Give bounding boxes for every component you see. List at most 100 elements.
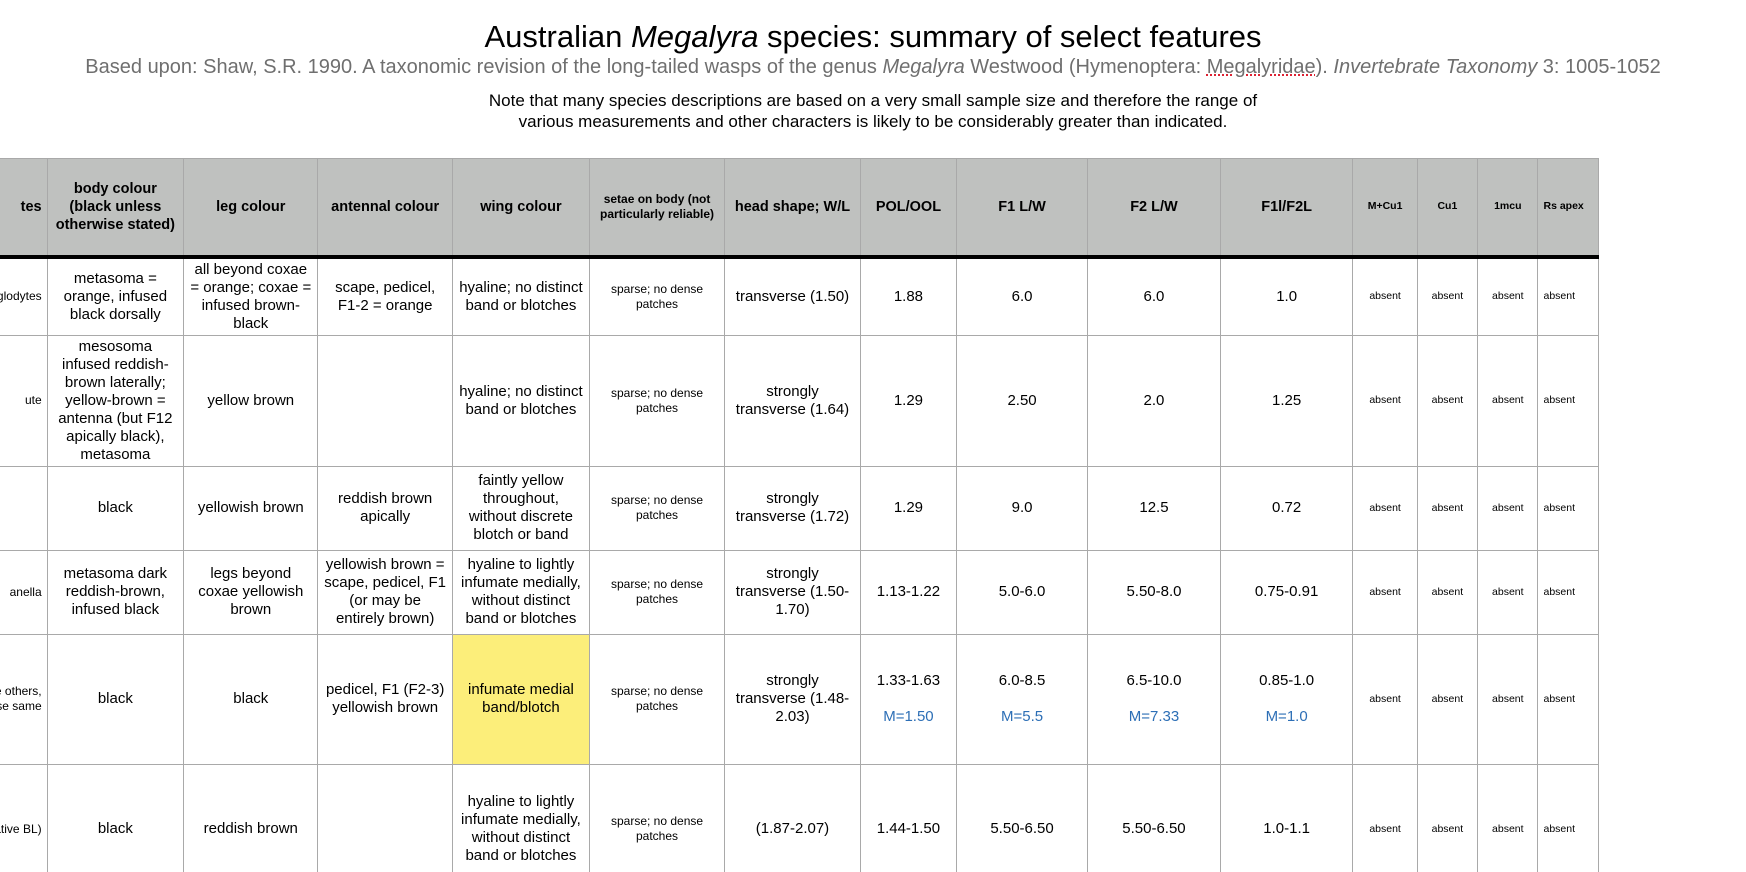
value: 6.0-8.5 [998,672,1046,689]
mean-value: M=7.33 [1128,708,1180,725]
value: 0.85-1.0 [1259,672,1315,689]
cell-setae: sparse; no dense patches [589,763,726,872]
cell-head-shape: strongly transverse (1.64) [724,334,861,467]
table-row: ute mesosoma infused reddish-brown later… [0,334,1599,467]
cell-body-colour: black [46,633,185,765]
species-table-viewport[interactable]: tes body colour (black unless otherwise … [0,158,1746,872]
cell-body-colour: black [46,465,185,551]
value: 1.29 [893,499,924,516]
cell-1mcu: absent [1477,763,1539,872]
mean-value: M=5.5 [1000,708,1044,725]
cell-notes: d by Riek at Bay was the others, wise sa… [0,633,48,765]
cell-setae: sparse; no dense patches [589,465,726,551]
value: 9.0 [1011,499,1033,516]
value: 1.0-1.1 [1263,820,1310,837]
col-header-f1-lw: F1 L/W [955,158,1089,259]
cell-leg-colour: all beyond coxae = orange; coxae = infus… [183,256,319,336]
cell-rs-apex: absent [1537,633,1599,765]
col-header-wing-colour: wing colour [451,158,591,259]
cell-pol-ool: 1.88 [859,256,957,336]
cell-antennal-colour [317,334,453,467]
mean-value: M=1.0 [1265,708,1308,725]
value: 1.29 [893,391,924,409]
cell-setae: sparse; no dense patches [589,256,726,336]
page-title: Australian Megalyra species: summary of … [0,18,1746,56]
title-pre: Australian [484,19,631,54]
cell-m-cu1: absent [1352,256,1418,336]
cell-antennal-colour: scape, pedicel, F1-2 = orange [317,256,453,336]
cell-wing-colour: faintly yellow throughout, without discr… [451,465,591,551]
subtitle-post: 3: 1005-1052 [1537,56,1661,78]
cell-leg-colour: reddish brown [183,763,319,872]
table-row: black yellowish brown reddish brown apic… [0,465,1599,551]
cell-pol-ool: 1.33-1.63 M=1.50 [859,633,957,765]
cell-head-shape: strongly transverse (1.72) [724,465,861,551]
cell-pol-ool: 1.13-1.22 [859,549,957,635]
col-header-notes: tes [0,158,48,259]
sample-size-note: Note that many species descriptions are … [488,91,1258,131]
header-row: tes body colour (black unless otherwise … [0,158,1599,259]
cell-f1l-f2l: 0.72 [1219,465,1354,551]
cell-notes [0,465,48,551]
col-header-1mcu: 1mcu [1477,158,1539,259]
cell-cu1: absent [1416,465,1479,551]
col-header-head-shape: head shape; W/L [724,158,861,259]
cell-f2-lw: 5.50-8.0 [1087,549,1221,635]
subtitle-mid2: ). [1315,56,1334,78]
subtitle-mid: Westwood (Hymenoptera: [964,56,1207,78]
value: 5.50-6.50 [990,820,1054,837]
cell-wing-colour: hyaline to lightly infumate medially, wi… [451,549,591,635]
title-post: species: summary of select features [758,19,1262,54]
cell-m-cu1: absent [1352,465,1418,551]
cell-rs-apex: absent [1537,549,1599,635]
cell-f1-lw: 6.0-8.5 M=5.5 [955,633,1089,765]
cell-leg-colour: yellow brown [183,334,319,467]
cell-antennal-colour: yellowish brown = scape, pedicel, F1 (or… [317,549,453,635]
cell-notes: an extremely itor (relative BL) [0,763,48,872]
cell-m-cu1: absent [1352,763,1418,872]
cell-f1l-f2l: 1.25 [1219,334,1354,467]
value: 1.25 [1272,391,1302,409]
cell-f1l-f2l: 1.0 [1219,256,1354,336]
value: 0.72 [1272,499,1302,516]
cell-setae: sparse; no dense patches [589,633,726,765]
cell-antennal-colour [317,763,453,872]
cell-1mcu: absent [1477,549,1539,635]
value: 5.50-6.50 [1122,820,1186,837]
subtitle-genus: Megalyra [882,56,965,78]
cell-rs-apex: absent [1537,763,1599,872]
cell-f1-lw: 6.0 [955,256,1089,336]
cell-cu1: absent [1416,334,1479,467]
cell-wing-colour: hyaline; no distinct band or blotches [451,334,591,467]
table-row: d by Riek at Bay was the others, wise sa… [0,633,1599,765]
value: 1.88 [893,287,924,305]
cell-1mcu: absent [1477,334,1539,467]
cell-cu1: absent [1416,763,1479,872]
cell-head-shape: strongly transverse (1.48-2.03) [724,633,861,765]
col-header-m-cu1: M+Cu1 [1352,158,1418,259]
title-genus: Megalyra [630,19,759,54]
cell-f1l-f2l: 0.85-1.0 M=1.0 [1219,633,1354,765]
cell-wing-colour: hyaline; no distinct band or blotches [451,256,591,336]
value: 5.50-8.0 [1126,583,1182,600]
cell-m-cu1: absent [1352,334,1418,467]
cell-setae: sparse; no dense patches [589,549,726,635]
cell-f1-lw: 9.0 [955,465,1089,551]
value: 0.75-0.91 [1254,583,1319,600]
cell-body-colour: metasoma dark reddish-brown, infused bla… [46,549,185,635]
cell-body-colour: black [46,763,185,872]
cell-pol-ool: 1.29 [859,465,957,551]
table-row: oglodytes metasoma = orange, infused bla… [0,256,1599,336]
cell-body-colour: metasoma = orange, infused black dorsall… [46,256,185,336]
value: 2.0 [1143,391,1165,409]
cell-m-cu1: absent [1352,633,1418,765]
col-header-cu1: Cu1 [1416,158,1479,259]
cell-notes: anella [0,549,48,635]
cell-head-shape: transverse (1.50) [724,256,861,336]
subtitle-family: Megalyridae [1206,56,1316,78]
value: 2.50 [1007,391,1037,409]
col-header-f2-lw: F2 L/W [1087,158,1221,259]
value: 1.13-1.22 [876,583,941,600]
col-header-rs-apex: Rs apex [1537,158,1599,259]
cell-leg-colour: yellowish brown [183,465,319,551]
